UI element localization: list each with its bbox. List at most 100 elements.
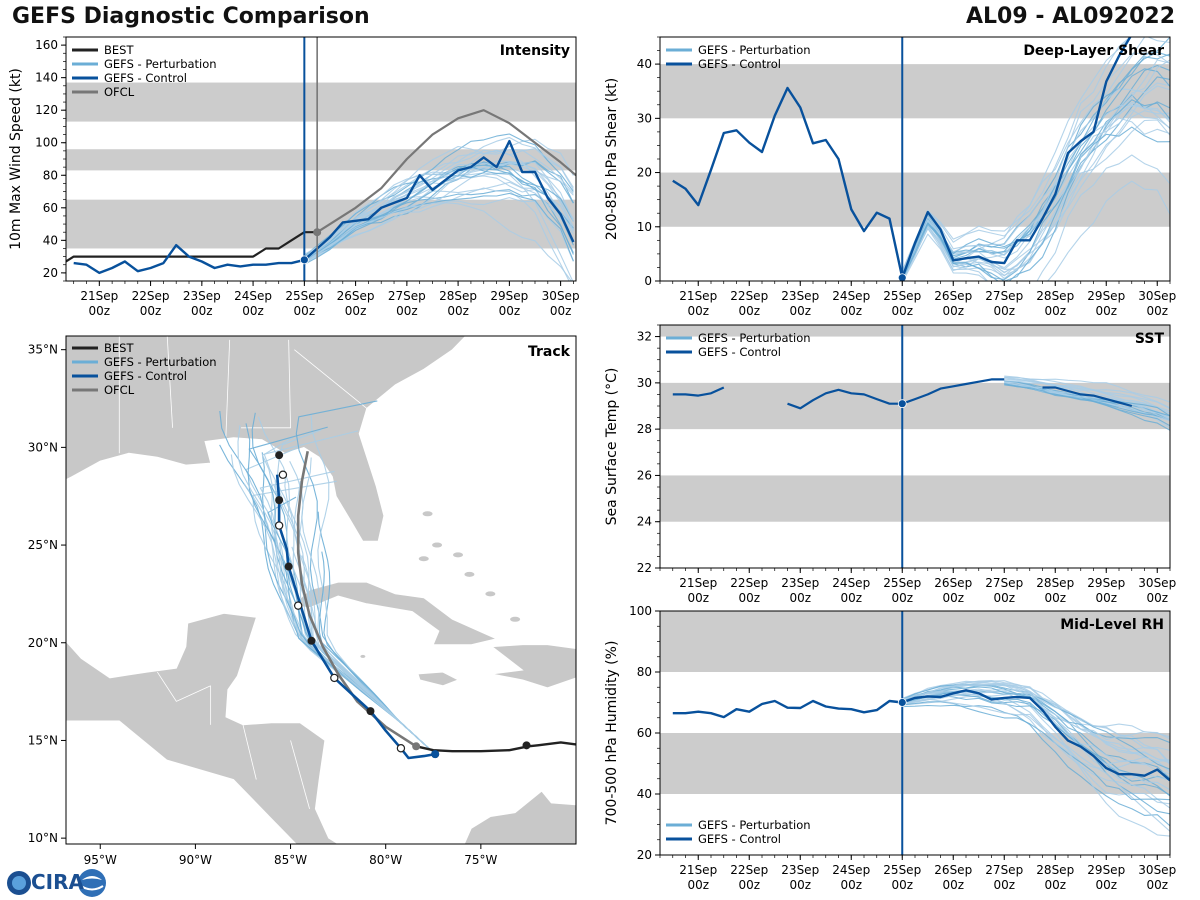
- track-control-marker-open: [293, 601, 303, 610]
- sst-xtick-day: 22Sep: [730, 576, 768, 590]
- sst-ytick-label: 32: [637, 330, 652, 344]
- track-perturbation-line: [237, 425, 436, 755]
- map-boundary: [290, 740, 310, 809]
- intensity-xtick-hour: 00z: [191, 304, 213, 318]
- track-control-marker-filled: [275, 496, 284, 505]
- land-bahamas-island: [422, 511, 433, 517]
- sst-xtick-day: 24Sep: [832, 576, 870, 590]
- rh-xtick-day: 27Sep: [985, 863, 1023, 877]
- intensity-legend-label: OFCL: [104, 85, 135, 99]
- rh-ytick-label: 20: [637, 848, 652, 862]
- intensity-legend-label: GEFS - Control: [104, 71, 187, 85]
- rh-xtick-day: 22Sep: [730, 863, 768, 877]
- intensity-perturbation-line: [304, 145, 574, 255]
- land-bahamas-island: [485, 591, 496, 597]
- track-lat-label: 20°N: [28, 636, 58, 650]
- shear-perturbation-line: [902, 180, 1170, 281]
- sst-perturbation-line: [1004, 376, 1170, 410]
- sst-xtick-hour: 00z: [1146, 591, 1168, 605]
- sst-band-2: [660, 325, 1170, 337]
- intensity-xtick-hour: 00z: [396, 304, 418, 318]
- shear-ytick-label: 40: [637, 57, 652, 71]
- track-map-area: [66, 336, 576, 844]
- intensity-ylabel: 10m Max Wind Speed (kt): [8, 68, 24, 250]
- intensity-band-2: [66, 82, 576, 122]
- rh-title: Mid-Level RH: [1060, 617, 1164, 633]
- shear-legend-label: GEFS - Perturbation: [698, 43, 811, 57]
- shear-xtick-hour: 00z: [1044, 304, 1066, 318]
- sst-xtick-day: 21Sep: [679, 576, 717, 590]
- shear-perturbation-line: [901, 59, 1170, 276]
- sst-perturbation-line: [1004, 383, 1170, 417]
- intensity-xtick-day: 24Sep: [234, 289, 272, 303]
- rh-control-line: [672, 689, 1170, 782]
- rh-init-marker: [897, 698, 907, 707]
- sst-perturbation-line: [1004, 378, 1170, 414]
- rh-xtick-hour: 00z: [891, 878, 913, 892]
- intensity-xtick-hour: 00z: [345, 304, 367, 318]
- sst-ytick-label: 28: [637, 422, 652, 436]
- sst-xtick-day: 28Sep: [1036, 576, 1074, 590]
- track-perturbation-line: [219, 410, 436, 755]
- intensity-legend-label: GEFS - Perturbation: [104, 57, 217, 71]
- shear-xtick-day: 25Sep: [883, 289, 921, 303]
- intensity-perturbation-line: [304, 138, 574, 260]
- rh-ytick-label: 60: [637, 726, 652, 740]
- track-lon-label: 85°W: [274, 853, 307, 865]
- intensity-xtick-day: 28Sep: [439, 289, 477, 303]
- sst-xtick-day: 25Sep: [883, 576, 921, 590]
- shear-perturbation-line: [901, 52, 1170, 273]
- rh-xtick-day: 21Sep: [679, 863, 717, 877]
- intensity-ytick-label: 120: [35, 103, 58, 117]
- cira-logo: CIRA: [4, 866, 108, 900]
- shear-xtick-hour: 00z: [789, 304, 811, 318]
- intensity-best-line: [66, 231, 318, 263]
- intensity-xtick-day: 30Sep: [542, 289, 580, 303]
- land-hispaniola: [491, 644, 576, 689]
- rh-ytick-label: 80: [637, 665, 652, 679]
- rh-ytick-label: 40: [637, 787, 652, 801]
- intensity-xtick-day: 26Sep: [337, 289, 375, 303]
- sst-ytick-label: 30: [637, 376, 652, 390]
- land-bahamas-island: [453, 552, 464, 558]
- shear-xtick-day: 23Sep: [781, 289, 819, 303]
- track-frame: [65, 335, 577, 845]
- map-boundary: [157, 671, 211, 702]
- sst-chart: 22242628303221Sep00z22Sep00z23Sep00z24Se…: [604, 324, 1176, 605]
- intensity-xtick-hour: 00z: [550, 304, 572, 318]
- sst-xtick-hour: 00z: [942, 591, 964, 605]
- rh-perturbation-line: [902, 698, 1170, 837]
- storm-id-title: AL09 - AL092022: [966, 4, 1175, 29]
- shear-perturbation-line: [901, 101, 1170, 277]
- shear-xtick-hour: 00z: [687, 304, 709, 318]
- track-perturbation-group: [219, 400, 436, 755]
- track-control-marker-filled: [275, 451, 284, 460]
- rh-xtick-day: 23Sep: [781, 863, 819, 877]
- land-bahamas-island: [432, 542, 443, 548]
- intensity-ytick-label: 60: [43, 201, 58, 215]
- shear-xtick-hour: 00z: [891, 304, 913, 318]
- intensity-plot-area: [66, 82, 576, 281]
- track-lat-label: 15°N: [28, 733, 58, 747]
- rh-xtick-hour: 00z: [738, 878, 760, 892]
- shear-ytick-label: 0: [644, 274, 652, 288]
- logo-text: CIRA: [31, 870, 84, 894]
- track-lat-label: 10°N: [28, 831, 58, 845]
- map-boundary: [166, 336, 173, 428]
- shear-legend-label: GEFS - Control: [698, 57, 781, 71]
- land-south-america: [463, 790, 576, 844]
- track-lat-label: 25°N: [28, 538, 58, 552]
- sst-xtick-hour: 00z: [891, 591, 913, 605]
- intensity-perturbation-line: [303, 149, 574, 263]
- sst-xtick-hour: 00z: [1044, 591, 1066, 605]
- shear-xtick-hour: 00z: [993, 304, 1015, 318]
- shear-ytick-label: 10: [637, 220, 652, 234]
- rh-legend-label: GEFS - Control: [698, 832, 781, 846]
- intensity-ytick-label: 40: [43, 233, 58, 247]
- land-cuba: [291, 581, 498, 646]
- sst-ytick-label: 22: [637, 561, 652, 575]
- track-perturbation-line: [301, 457, 436, 755]
- sst-control-segment-0: [672, 386, 725, 397]
- track-control-marker-open: [274, 521, 284, 530]
